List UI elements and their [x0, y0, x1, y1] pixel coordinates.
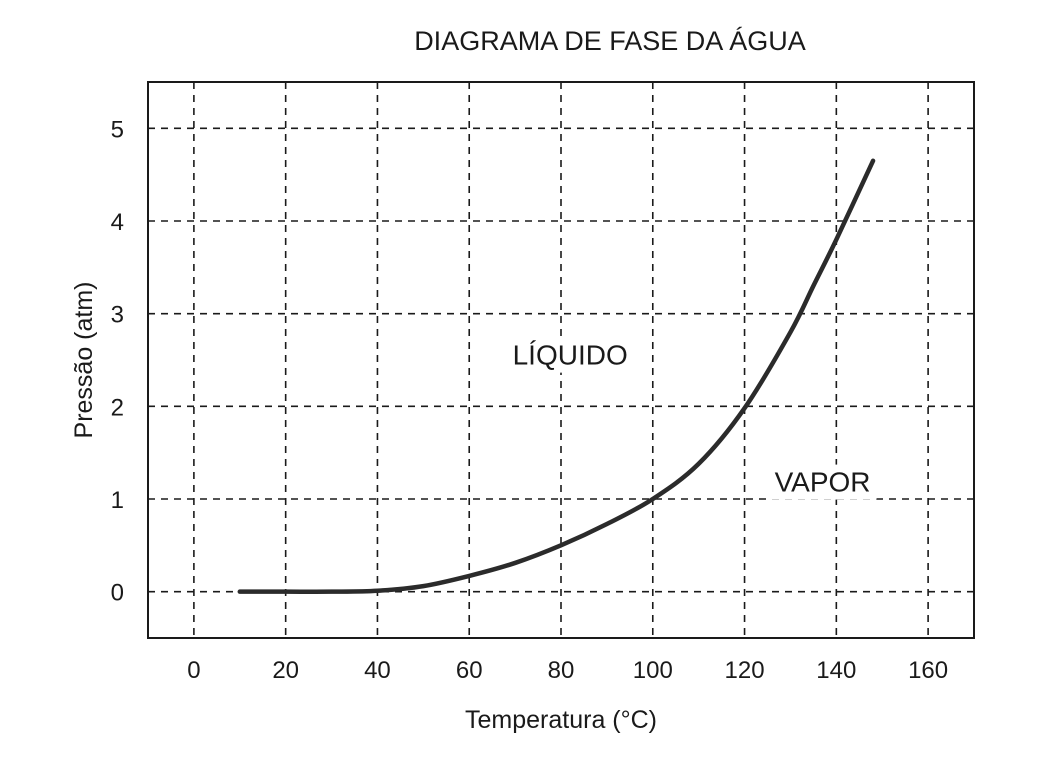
x-axis-ticks: 0 20 40 60 80 100 120 140 160 — [187, 657, 948, 684]
data-series — [237, 158, 876, 594]
x-tick-label: 0 — [187, 657, 200, 684]
chart-title: DIAGRAMA DE FASE DA ÁGUA — [414, 26, 806, 56]
y-tick-label: 1 — [111, 487, 124, 514]
y-tick-label: 0 — [111, 580, 124, 607]
y-tick-label: 2 — [111, 394, 124, 421]
phase-boundary-curve — [237, 158, 876, 594]
x-axis-title: Temperatura (°C) — [465, 706, 657, 734]
region-labels: LÍQUIDO VAPOR — [506, 337, 877, 500]
region-label-group: LÍQUIDO — [506, 337, 634, 373]
plot-area-frame — [147, 81, 975, 639]
region-label: VAPOR — [775, 467, 871, 498]
x-tick-label: 60 — [456, 657, 483, 684]
y-axis-title: Pressão (atm) — [70, 282, 98, 439]
region-label-background — [768, 464, 877, 500]
x-tick-label: 100 — [633, 657, 673, 684]
x-tick-label: 40 — [364, 657, 391, 684]
y-tick-label: 3 — [111, 302, 124, 329]
region-label-background — [506, 337, 634, 373]
x-tick-label: 140 — [816, 657, 856, 684]
y-tick-label: 5 — [111, 116, 124, 143]
x-tick-label: 120 — [725, 657, 765, 684]
region-label-group: VAPOR — [768, 464, 877, 500]
y-axis-ticks: 0 1 2 3 4 5 — [111, 116, 124, 606]
x-tick-label: 20 — [272, 657, 299, 684]
y-tick-label: 4 — [111, 209, 124, 236]
x-tick-label: 160 — [908, 657, 948, 684]
x-tick-label: 80 — [548, 657, 575, 684]
region-label: LÍQUIDO — [513, 340, 628, 371]
